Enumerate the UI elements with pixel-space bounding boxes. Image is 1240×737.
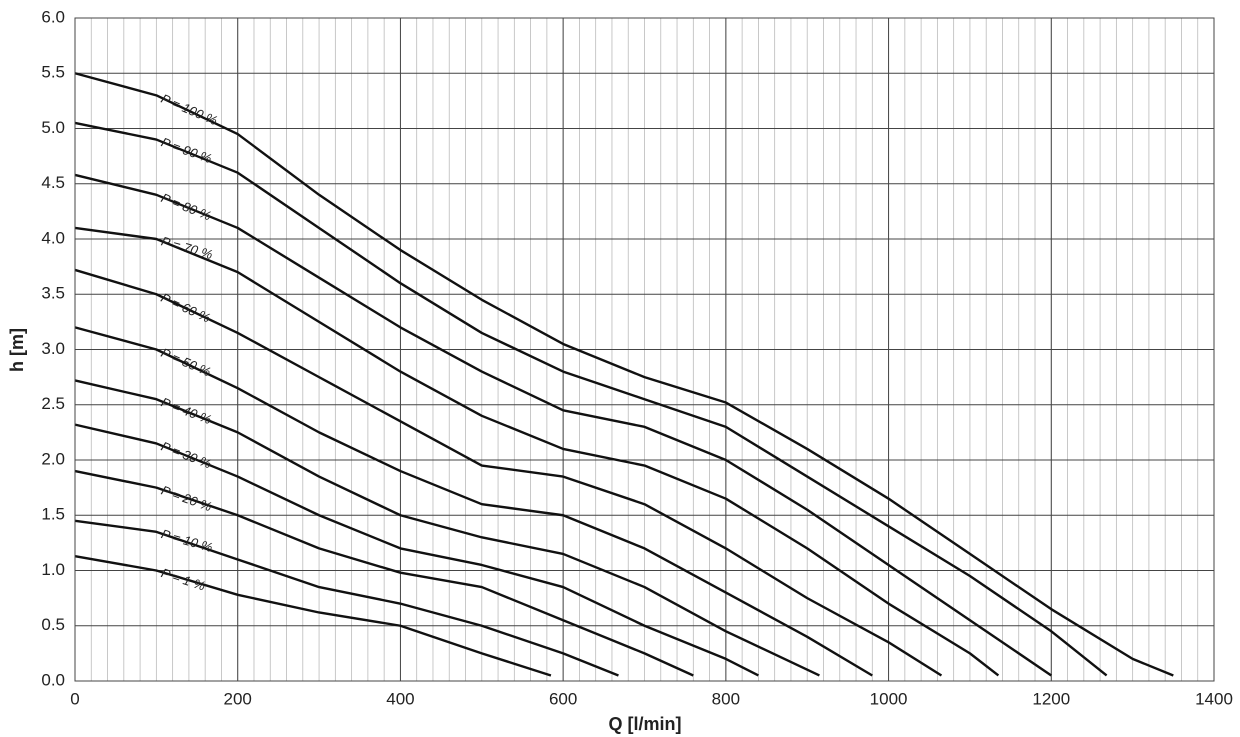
y-tick-label: 3.0: [41, 339, 65, 358]
curve: [74, 469, 694, 677]
y-tick-label: 4.5: [41, 173, 65, 192]
x-tick-label: 1000: [870, 689, 908, 708]
series-label: P = 10 %: [160, 526, 215, 555]
curve: [74, 519, 619, 677]
y-axis-title: h [m]: [7, 328, 27, 372]
curve: [74, 423, 759, 677]
series-label: P = 60 %: [159, 290, 213, 326]
series-label: P = 1 %: [159, 565, 207, 593]
plot-frame: [74, 17, 1215, 682]
y-tick-label: 0.5: [41, 615, 65, 634]
curve: [74, 173, 1052, 677]
y-tick-label: 0.0: [41, 670, 65, 689]
series-label: P = 90 %: [159, 134, 214, 166]
x-tick-label: 600: [549, 689, 577, 708]
x-axis-title: Q [l/min]: [609, 714, 682, 734]
x-tick-label: 800: [712, 689, 740, 708]
y-tick-label: 5.5: [41, 63, 65, 82]
x-tick-label: 1200: [1032, 689, 1070, 708]
curve: [74, 72, 1174, 677]
curve: [74, 121, 1108, 677]
series-label: P = 20 %: [159, 483, 214, 515]
series-label: P = 70 %: [160, 233, 215, 262]
y-tick-label: 3.5: [41, 284, 65, 303]
x-tick-label: 0: [70, 689, 79, 708]
curve: [74, 379, 820, 677]
y-tick-label: 1.0: [41, 560, 65, 579]
curve: [74, 326, 873, 677]
y-tick-label: 1.5: [41, 505, 65, 524]
y-tick-label: 5.0: [41, 118, 65, 137]
x-tick-label: 200: [224, 689, 252, 708]
curve: [74, 226, 1000, 677]
y-tick-label: 2.5: [41, 394, 65, 413]
curve: [74, 554, 552, 677]
y-tick-label: 2.0: [41, 449, 65, 468]
curve: [74, 268, 943, 677]
x-tick-label: 400: [386, 689, 414, 708]
y-tick-label: 6.0: [41, 7, 65, 26]
y-tick-label: 4.0: [41, 228, 65, 247]
x-tick-label: 1400: [1195, 689, 1233, 708]
